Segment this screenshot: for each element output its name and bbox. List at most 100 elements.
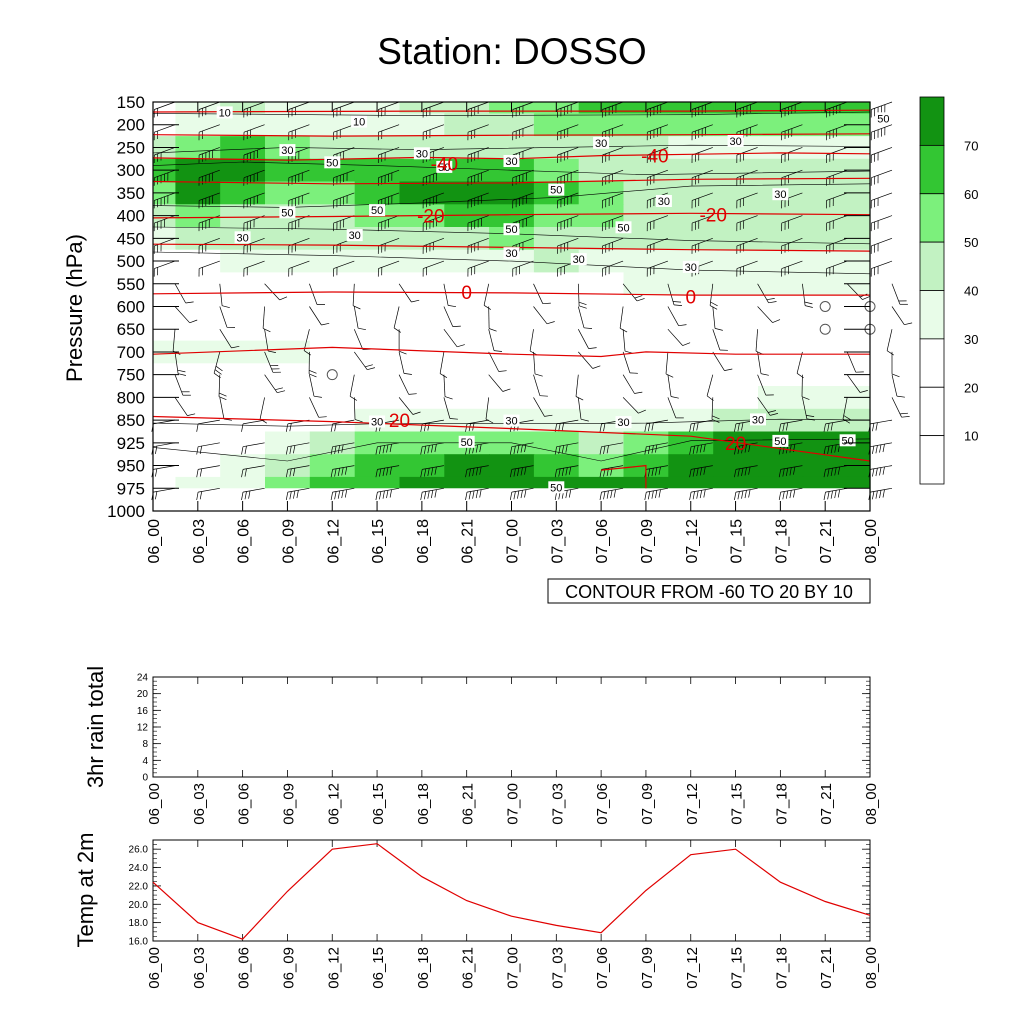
speed-cell xyxy=(175,408,221,433)
speed-cell xyxy=(175,363,221,387)
wind-barb-flag xyxy=(493,350,503,352)
wind-barb-flag xyxy=(692,445,695,454)
wind-barb-flag xyxy=(613,489,616,498)
x-tick-label: 06_21 xyxy=(460,783,477,825)
wind-barb-flag xyxy=(382,468,385,477)
speed-cell xyxy=(265,431,311,455)
wind-barb-flag xyxy=(293,445,296,454)
speed-cell xyxy=(713,158,759,183)
speed-cell xyxy=(578,317,625,342)
wind-barb-flag xyxy=(468,491,471,500)
wind-barb xyxy=(575,374,579,397)
wind-barb xyxy=(647,124,669,133)
speed-contour-label: 50 xyxy=(550,185,562,197)
wind-barb-flag xyxy=(860,390,868,393)
wind-barb-flag xyxy=(554,469,557,478)
wind-barb-flag xyxy=(565,490,568,499)
wind-barb xyxy=(647,169,669,179)
speed-cell xyxy=(847,102,871,114)
speed-cell xyxy=(668,181,714,205)
wind-barb-flag xyxy=(185,301,194,304)
y-tick-label: 150 xyxy=(117,93,145,112)
wind-barb-flag xyxy=(737,423,740,432)
speed-label-bg xyxy=(772,434,789,447)
y-tick-label: 4 xyxy=(142,756,148,767)
wind-barb-flag xyxy=(472,468,475,477)
cross-section-axes: 1502002503003504004505005506006507007508… xyxy=(107,93,880,564)
rain-y-label: 3hr rain total xyxy=(83,666,108,788)
wind-barb-flag xyxy=(793,489,796,498)
x-tick-label: 07_00 xyxy=(505,519,522,564)
speed-cell xyxy=(713,272,759,296)
wind-barb-flag xyxy=(344,489,348,498)
wind-barb-flag xyxy=(389,444,392,453)
wind-barb-flag xyxy=(434,444,437,453)
wind-barb xyxy=(488,329,495,351)
speed-cell xyxy=(309,272,356,296)
speed-cell xyxy=(399,340,445,364)
wind-barb xyxy=(333,124,355,133)
speed-cell xyxy=(354,317,401,342)
info-label-box xyxy=(547,578,871,604)
speed-cell xyxy=(802,431,849,455)
wind-barb-flag xyxy=(806,415,815,417)
speed-cell xyxy=(533,249,580,273)
wind-barb xyxy=(619,306,624,329)
wind-barb xyxy=(781,101,803,110)
wind-barb xyxy=(332,487,355,493)
wind-barb-flag xyxy=(520,467,523,476)
speed-cell xyxy=(758,386,804,410)
wind-barb-flag xyxy=(834,444,837,453)
wind-barb xyxy=(736,192,758,201)
speed-contour-label: 50 xyxy=(438,162,450,174)
wind-barb xyxy=(826,124,848,133)
wind-barb-flag xyxy=(517,468,520,477)
wind-barb-flag xyxy=(554,492,557,501)
speed-cell xyxy=(578,340,625,364)
wind-barb-flag xyxy=(434,489,437,498)
wind-barb xyxy=(398,351,405,374)
wind-barb-flag xyxy=(670,396,679,399)
wind-barb-flag xyxy=(568,466,572,475)
wind-barb-flag xyxy=(561,445,565,454)
x-tick-label: 07_15 xyxy=(729,519,746,564)
x-tick-label: 06_15 xyxy=(370,947,387,989)
wind-barb-flag xyxy=(875,490,878,499)
wind-barb-flag xyxy=(862,296,870,300)
speed-cell xyxy=(220,408,266,433)
wind-barb-flag xyxy=(837,489,841,498)
wind-barb-flag xyxy=(389,489,392,498)
wind-barb xyxy=(422,487,444,493)
wind-barb-flag xyxy=(766,298,775,301)
wind-barb-flag xyxy=(268,350,276,353)
wind-barb-flag xyxy=(886,350,894,356)
y-tick-label: 700 xyxy=(117,343,145,362)
wind-barb xyxy=(691,192,713,201)
wind-barb-flag xyxy=(665,373,674,378)
wind-barb xyxy=(154,124,176,133)
wind-barb-flag xyxy=(793,466,796,475)
x-tick-label: 07_18 xyxy=(773,783,790,825)
wind-barb-flag xyxy=(689,446,692,455)
speed-cell xyxy=(713,317,759,342)
wind-barb-flag xyxy=(431,444,434,453)
speed-cell xyxy=(758,454,804,478)
wind-barb xyxy=(667,374,672,397)
wind-barb xyxy=(303,329,310,351)
wind-barb-flag xyxy=(879,467,882,476)
wind-barb xyxy=(511,465,534,470)
wind-barb-flag xyxy=(223,418,232,421)
speed-cell xyxy=(354,249,401,273)
wind-barb xyxy=(219,329,232,349)
wind-barb-flag xyxy=(379,468,382,477)
wind-barb-flag xyxy=(789,444,792,453)
wind-barb-flag xyxy=(178,373,186,376)
wind-barb-flag xyxy=(330,469,333,478)
wind-barb-flag xyxy=(896,395,905,398)
wind-barb-flag xyxy=(408,393,417,395)
speed-cell xyxy=(444,408,490,433)
speed-contour-label: 50 xyxy=(326,157,338,169)
wind-barb xyxy=(353,397,356,420)
wind-barb-flag xyxy=(711,415,720,420)
wind-barb-flag xyxy=(789,467,792,476)
